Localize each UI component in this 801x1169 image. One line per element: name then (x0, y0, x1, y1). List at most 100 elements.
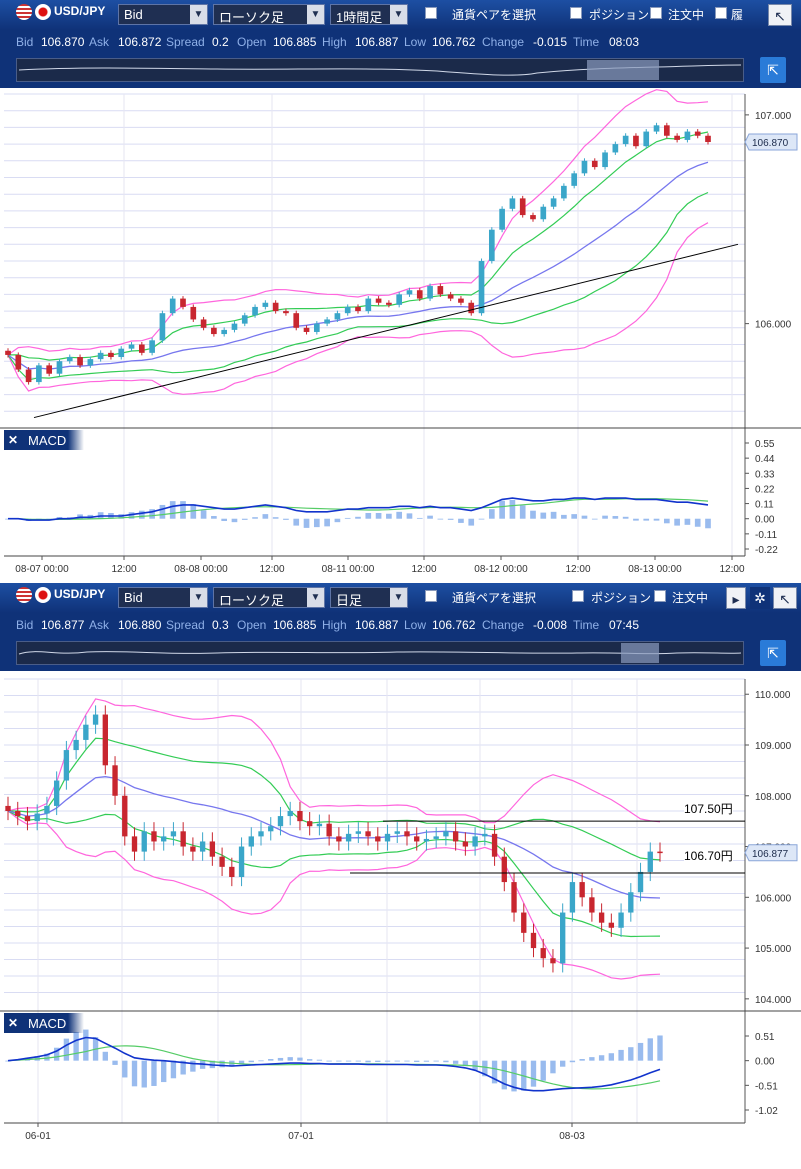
navigator-window[interactable] (587, 60, 659, 80)
candle (491, 833, 498, 857)
open-value: 106.885 (273, 35, 317, 49)
candle (375, 298, 382, 303)
candle (521, 912, 527, 933)
macd-histogram-bar (674, 518, 680, 526)
candle (169, 298, 176, 314)
candle (262, 302, 269, 307)
bollinger-lower-1 (7, 810, 661, 938)
candle (443, 831, 449, 837)
candle (277, 816, 284, 827)
candle (394, 831, 400, 834)
price-type-select[interactable]: Bid ▼ (118, 587, 208, 608)
daily-chart[interactable]: 110.000109.000108.000107.000106.000105.0… (0, 583, 801, 1169)
candle (561, 185, 567, 199)
candle (579, 882, 585, 898)
macd-histogram-bar (468, 518, 475, 526)
select-pair-checkbox[interactable] (425, 7, 437, 19)
timeframe-select[interactable]: 1時間足 ▼ (330, 4, 408, 25)
navigator-sparkline (18, 643, 742, 663)
hourly-chart[interactable]: 107.000 106.000 106.870 0.55 0.44 0.33 0.22 0.1… (0, 0, 801, 583)
resize-icon[interactable]: ⇱ (760, 640, 786, 666)
candle (437, 286, 444, 295)
macd-histogram-bar (131, 1060, 138, 1087)
chart-type-select[interactable]: ローソク足 ▼ (213, 4, 325, 25)
close-icon[interactable]: ✕ (8, 1016, 19, 1030)
candle (138, 344, 145, 353)
macd-histogram-bar (63, 1038, 70, 1061)
candle (540, 206, 547, 220)
macd-histogram-bar (622, 516, 629, 519)
candle (200, 319, 207, 328)
expand-arrow-icon[interactable]: ↖ (768, 4, 792, 26)
candle (591, 160, 598, 168)
candle (694, 131, 701, 136)
chart-type-select[interactable]: ローソク足 ▼ (213, 587, 325, 608)
candle (530, 932, 537, 949)
macd-histogram-bar (180, 501, 186, 519)
expand-arrow-icon[interactable]: ↖ (773, 587, 797, 609)
macd-histogram-bar (647, 1038, 653, 1061)
candle (684, 131, 691, 140)
candle (560, 912, 566, 964)
macd-histogram-bar (293, 518, 300, 526)
gear-icon[interactable]: ✲ (750, 587, 770, 609)
navigator[interactable] (16, 641, 744, 665)
candle (36, 365, 42, 383)
candle (190, 846, 196, 852)
bid-value: 106.877 (41, 618, 85, 632)
candle (63, 750, 70, 781)
candle (355, 831, 362, 834)
orders-checkbox[interactable] (650, 7, 662, 19)
macd-histogram-bar (336, 1060, 342, 1062)
candle (46, 365, 53, 374)
candle (404, 831, 410, 837)
candle (643, 131, 650, 147)
price-tick-label: 109.000 (755, 741, 792, 752)
macd-histogram-bar (73, 1032, 79, 1061)
currency-pair[interactable]: USD/JPY (16, 4, 105, 25)
bollinger-upper-1 (8, 737, 661, 861)
macd-histogram-bar (482, 1060, 488, 1077)
macd-tick-label: 0.55 (755, 439, 775, 450)
price-type-select[interactable]: Bid ▼ (118, 4, 208, 25)
resize-icon[interactable]: ⇱ (760, 57, 786, 83)
candle (705, 135, 711, 143)
time-value: 08:03 (609, 35, 640, 49)
macd-histogram-bar (663, 518, 670, 524)
candle (589, 897, 595, 913)
macd-line (8, 497, 709, 521)
navigator[interactable] (16, 58, 744, 82)
history-label: 履 (731, 8, 744, 22)
macd-histogram-bar (684, 518, 691, 525)
macd-histogram-bar (287, 1057, 293, 1061)
position-checkbox[interactable] (570, 7, 582, 19)
orders-checkbox[interactable] (654, 590, 666, 602)
timeframe-select[interactable]: 日足 ▼ (330, 587, 408, 608)
macd-histogram-bar (540, 512, 547, 519)
candle (15, 354, 22, 370)
macd-histogram-bar (478, 518, 485, 520)
candle (618, 912, 624, 928)
current-price-marker (744, 133, 798, 151)
select-pair-checkbox[interactable] (425, 590, 437, 602)
macd-histogram-bar (334, 518, 341, 523)
candle (423, 838, 430, 842)
candle (316, 823, 323, 827)
candle (628, 892, 634, 913)
time-value: 07:45 (609, 618, 640, 632)
scroll-right-icon[interactable]: ▸ (726, 587, 746, 609)
navigator-window[interactable] (621, 643, 659, 663)
candle (581, 160, 588, 174)
position-checkbox[interactable] (572, 590, 584, 602)
currency-pair[interactable]: USD/JPY (16, 587, 105, 608)
close-icon[interactable]: ✕ (8, 433, 19, 447)
chevron-down-icon: ▼ (190, 5, 207, 24)
history-checkbox[interactable] (715, 7, 727, 19)
current-price-label: 106.870 (752, 138, 789, 149)
candle (478, 261, 485, 314)
time-tick-label: 12:00 (719, 564, 744, 575)
candle (102, 714, 108, 766)
candle (73, 739, 79, 751)
candle (161, 836, 167, 842)
time-tick-label: 12:00 (411, 564, 436, 575)
